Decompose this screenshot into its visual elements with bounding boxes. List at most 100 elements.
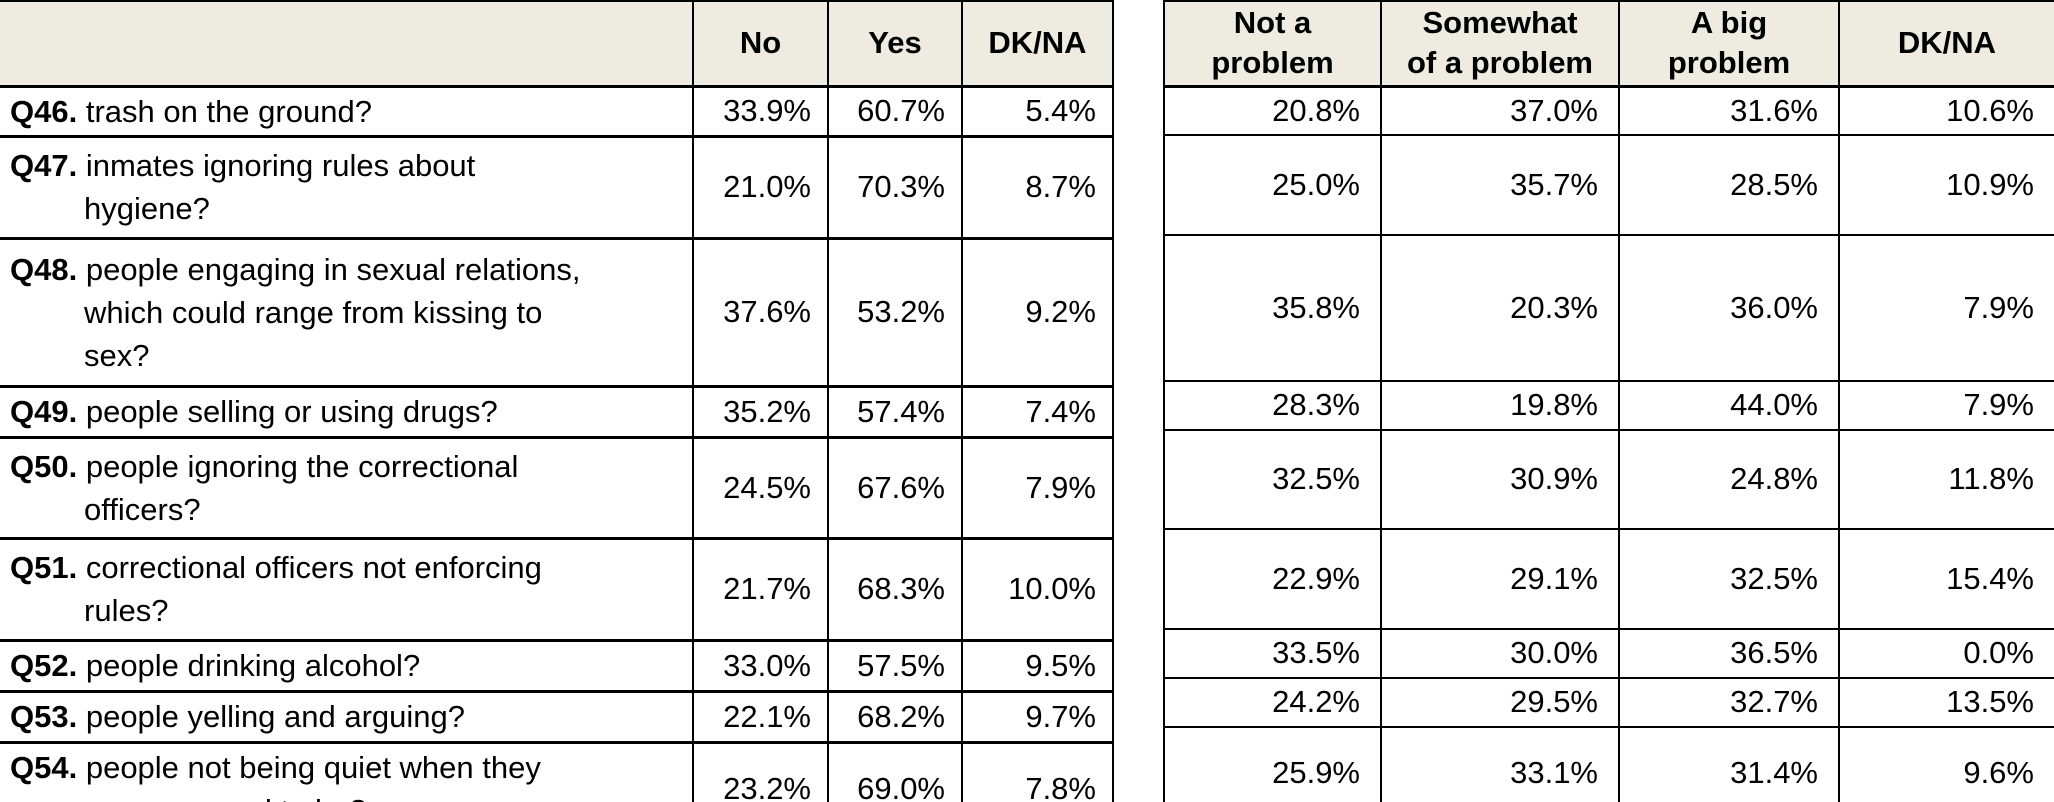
value-cell-somewhat-of-a-problem: 20.3% xyxy=(1380,234,1620,381)
table-row: Q51. correctional officers not enforcing… xyxy=(0,538,1114,640)
value-cell-not-a-problem: 20.8% xyxy=(1163,86,1382,135)
question-number: Q48. xyxy=(10,251,78,287)
table-row: Q47. inmates ignoring rules about hygien… xyxy=(0,136,1114,238)
value-cell-somewhat-of-a-problem: 29.1% xyxy=(1380,528,1620,629)
value-cell-no: 33.9% xyxy=(692,86,829,136)
question-cell: Q49. people selling or using drugs? xyxy=(0,386,694,437)
value-cell-yes: 53.2% xyxy=(827,238,963,386)
value-cell-yes: 67.6% xyxy=(827,437,963,538)
value-cell-dkna: 8.7% xyxy=(961,136,1114,238)
table-row: 20.8% 37.0% 31.6% 10.6% xyxy=(1163,86,2054,135)
value-cell-dkna: 0.0% xyxy=(1838,628,2054,678)
question-cell: Q53. people yelling and arguing? xyxy=(0,691,694,742)
question-number: Q54. xyxy=(10,750,78,785)
value-cell-somewhat-of-a-problem: 19.8% xyxy=(1380,380,1620,430)
value-cell-dkna: 15.4% xyxy=(1838,528,2054,629)
table-row: Q52. people drinking alcohol? 33.0% 57.5% 9… xyxy=(0,640,1114,691)
table-row: 25.0% 35.7% 28.5% 10.9% xyxy=(1163,134,2054,235)
value-cell-dkna: 9.6% xyxy=(1838,726,2054,802)
value-cell-no: 33.0% xyxy=(692,640,829,691)
value-cell-dkna: 7.9% xyxy=(1838,234,2054,381)
value-cell-dkna: 9.7% xyxy=(961,691,1114,742)
value-cell-yes: 70.3% xyxy=(827,136,963,238)
value-cell-dkna: 9.2% xyxy=(961,238,1114,386)
value-cell-not-a-problem: 25.0% xyxy=(1163,134,1382,235)
value-cell-dkna: 9.5% xyxy=(961,640,1114,691)
value-cell-not-a-problem: 32.5% xyxy=(1163,429,1382,529)
table-row: 28.3% 19.8% 44.0% 7.9% xyxy=(1163,380,2054,430)
col-header-no: No xyxy=(692,1,829,86)
question-number: Q49. xyxy=(10,394,78,429)
col-header-a-big-problem: A big problem xyxy=(1618,1,1840,86)
value-cell-no: 21.0% xyxy=(692,136,829,238)
value-cell-yes: 68.3% xyxy=(827,538,963,640)
value-cell-a-big-problem: 36.5% xyxy=(1618,628,1840,678)
value-cell-a-big-problem: 44.0% xyxy=(1618,380,1840,430)
table-row: Q49. people selling or using drugs? 35.2%… xyxy=(0,386,1114,437)
problem-scale-table: Not a problem Somewhat of a problem A bi… xyxy=(1163,0,2054,802)
value-cell-dkna: 5.4% xyxy=(961,86,1114,136)
value-cell-not-a-problem: 22.9% xyxy=(1163,528,1382,629)
value-cell-dkna: 13.5% xyxy=(1838,677,2054,727)
question-column-header xyxy=(0,1,694,86)
question-cell: Q54. people not being quiet when they ar… xyxy=(0,742,694,802)
question-number: Q50. xyxy=(10,448,78,484)
col-header-dkna-right: DK/NA xyxy=(1838,1,2054,86)
value-cell-somewhat-of-a-problem: 37.0% xyxy=(1380,86,1620,135)
col-header-dkna: DK/NA xyxy=(961,1,1114,86)
table-row: Q53. people yelling and arguing? 22.1% 68.… xyxy=(0,691,1114,742)
value-cell-not-a-problem: 33.5% xyxy=(1163,628,1382,678)
col-header-somewhat-of-a-problem: Somewhat of a problem xyxy=(1380,1,1620,86)
value-cell-dkna: 7.4% xyxy=(961,386,1114,437)
value-cell-no: 21.7% xyxy=(692,538,829,640)
right-table-body: 20.8% 37.0% 31.6% 10.6% 25.0% 35.7% 28.5% 10.9%… xyxy=(1163,86,2054,802)
col-header-yes: Yes xyxy=(827,1,963,86)
table-row: 24.2% 29.5% 32.7% 13.5% xyxy=(1163,677,2054,727)
table-row: 32.5% 30.9% 24.8% 11.8% xyxy=(1163,429,2054,529)
value-cell-somewhat-of-a-problem: 35.7% xyxy=(1380,134,1620,235)
value-cell-a-big-problem: 32.5% xyxy=(1618,528,1840,629)
value-cell-not-a-problem: 35.8% xyxy=(1163,234,1382,381)
yes-no-table: No Yes DK/NA Q46. trash on the ground? 33… xyxy=(0,0,1114,802)
table-row: 25.9% 33.1% 31.4% 9.6% xyxy=(1163,726,2054,802)
table-row: 33.5% 30.0% 36.5% 0.0% xyxy=(1163,628,2054,678)
value-cell-a-big-problem: 36.0% xyxy=(1618,234,1840,381)
question-number: Q51. xyxy=(10,550,78,585)
value-cell-a-big-problem: 31.6% xyxy=(1618,86,1840,135)
value-cell-somewhat-of-a-problem: 30.0% xyxy=(1380,628,1620,678)
table-row: Q46. trash on the ground? 33.9% 60.7% 5.4% xyxy=(0,86,1114,136)
value-cell-no: 22.1% xyxy=(692,691,829,742)
value-cell-a-big-problem: 32.7% xyxy=(1618,677,1840,727)
value-cell-not-a-problem: 24.2% xyxy=(1163,677,1382,727)
question-number: Q53. xyxy=(10,699,78,734)
value-cell-not-a-problem: 25.9% xyxy=(1163,726,1382,802)
value-cell-yes: 68.2% xyxy=(827,691,963,742)
question-cell: Q47. inmates ignoring rules about hygien… xyxy=(0,136,694,238)
value-cell-somewhat-of-a-problem: 33.1% xyxy=(1380,726,1620,802)
value-cell-a-big-problem: 24.8% xyxy=(1618,429,1840,529)
question-cell: Q51. correctional officers not enforcing… xyxy=(0,538,694,640)
question-cell: Q48. people engaging in sexual relations… xyxy=(0,238,694,386)
value-cell-yes: 69.0% xyxy=(827,742,963,802)
value-cell-somewhat-of-a-problem: 29.5% xyxy=(1380,677,1620,727)
value-cell-yes: 60.7% xyxy=(827,86,963,136)
value-cell-not-a-problem: 28.3% xyxy=(1163,380,1382,430)
right-header-row: Not a problem Somewhat of a problem A bi… xyxy=(1163,1,2054,86)
question-number: Q46. xyxy=(10,93,78,129)
value-cell-no: 37.6% xyxy=(692,238,829,386)
value-cell-somewhat-of-a-problem: 30.9% xyxy=(1380,429,1620,529)
left-table-body: Q46. trash on the ground? 33.9% 60.7% 5.4% Q… xyxy=(0,86,1114,802)
value-cell-no: 35.2% xyxy=(692,386,829,437)
table-row: Q48. people engaging in sexual relations… xyxy=(0,238,1114,386)
value-cell-dkna: 11.8% xyxy=(1838,429,2054,529)
value-cell-dkna: 10.6% xyxy=(1838,86,2054,135)
question-number: Q47. xyxy=(10,148,78,183)
value-cell-dkna: 10.0% xyxy=(961,538,1114,640)
table-row: 35.8% 20.3% 36.0% 7.9% xyxy=(1163,234,2054,381)
value-cell-no: 24.5% xyxy=(692,437,829,538)
question-cell: Q46. trash on the ground? xyxy=(0,86,694,136)
value-cell-dkna: 7.8% xyxy=(961,742,1114,802)
value-cell-dkna: 10.9% xyxy=(1838,134,2054,235)
value-cell-dkna: 7.9% xyxy=(1838,380,2054,430)
value-cell-dkna: 7.9% xyxy=(961,437,1114,538)
